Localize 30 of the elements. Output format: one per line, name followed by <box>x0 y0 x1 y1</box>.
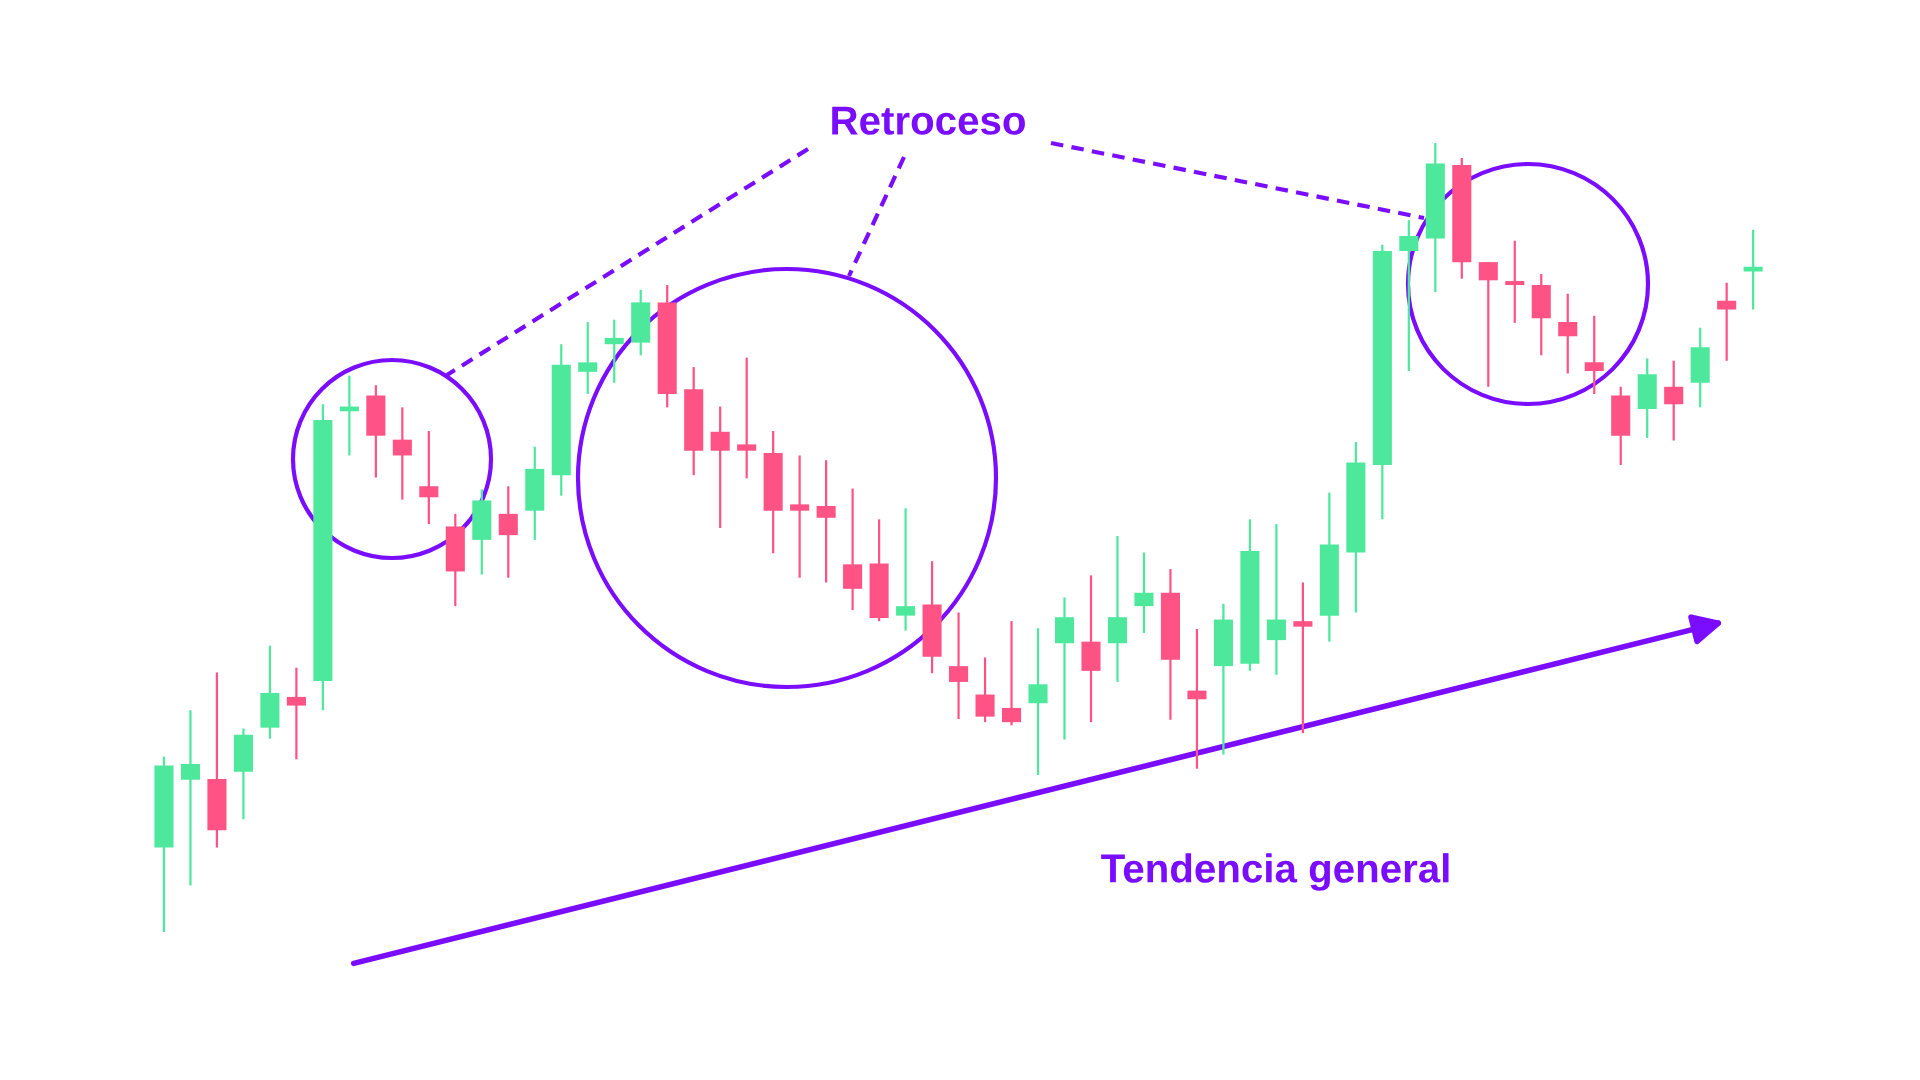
candlestick <box>949 611 969 721</box>
candlestick <box>975 656 995 724</box>
candlestick <box>604 318 624 384</box>
candlestick <box>710 405 730 530</box>
text: Retroceso <box>832 106 1025 135</box>
candlestick <box>896 507 916 632</box>
candlestick <box>790 454 810 579</box>
candlestick <box>392 406 412 501</box>
candlestick <box>1717 281 1737 362</box>
candlestick <box>1664 359 1684 442</box>
candlestick <box>1743 228 1763 311</box>
candlestick <box>1187 627 1207 770</box>
candlestick <box>737 356 757 480</box>
candlestick <box>1505 239 1525 324</box>
candlestick <box>419 429 439 526</box>
annotation: Tendencia general <box>1101 853 1449 891</box>
candlestick <box>1028 627 1048 777</box>
candlestick <box>1002 620 1022 727</box>
candlestick <box>498 485 518 579</box>
candlestick <box>816 459 836 584</box>
candlestick <box>1266 522 1286 676</box>
candlestick <box>1293 581 1313 735</box>
candlestick <box>286 666 306 761</box>
candlestick <box>180 709 200 887</box>
candlestick <box>1478 261 1498 388</box>
candlestick <box>578 321 598 396</box>
candlestick <box>1134 551 1154 635</box>
candlestick <box>1558 292 1578 375</box>
candlestick <box>1399 219 1419 373</box>
candlestick <box>1584 314 1604 396</box>
